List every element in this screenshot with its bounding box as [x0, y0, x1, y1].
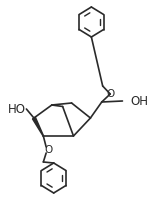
Text: HO: HO — [8, 103, 26, 116]
Polygon shape — [32, 117, 44, 136]
Text: O: O — [106, 89, 114, 99]
Text: OH: OH — [130, 95, 148, 108]
Text: O: O — [45, 145, 53, 155]
